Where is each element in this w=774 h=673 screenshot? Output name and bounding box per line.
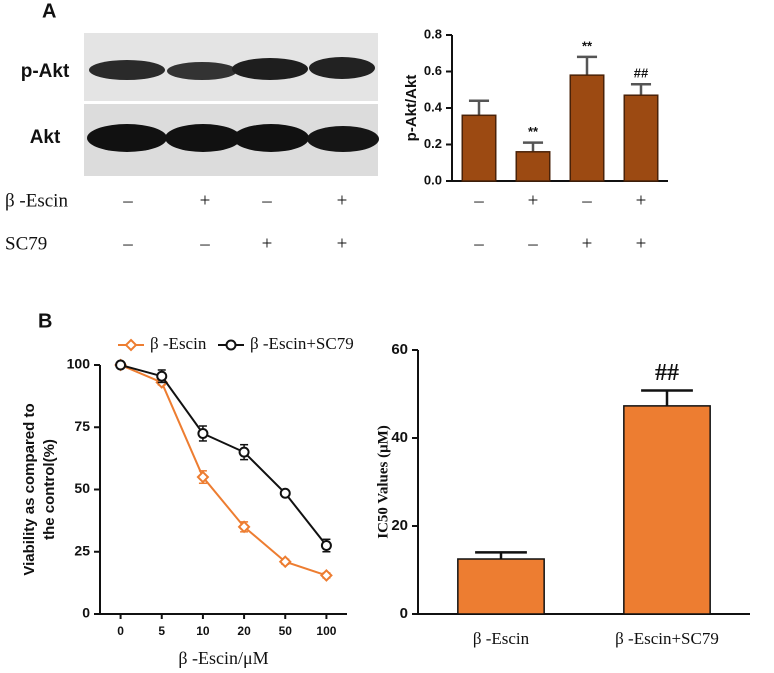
- y-tick-label: 100: [67, 356, 91, 372]
- x-tick-label: β -Escin: [473, 629, 530, 648]
- band: [233, 124, 309, 152]
- y-tick-label: 0: [400, 605, 408, 622]
- band: [232, 58, 308, 80]
- condition-sign: –: [122, 233, 133, 254]
- marker: [124, 338, 138, 352]
- condition-sign: –: [261, 190, 272, 211]
- y-axis-label: Viability as compared to: [21, 403, 38, 575]
- bar: [569, 74, 605, 182]
- x-tick-label: β -Escin+SC79: [615, 629, 719, 648]
- x-tick-label: 0: [117, 624, 124, 638]
- condition-sign: +: [582, 233, 593, 254]
- marker: [237, 520, 251, 534]
- marker: [156, 370, 168, 382]
- marker: [320, 540, 332, 552]
- y-tick-label: 20: [391, 517, 408, 534]
- condition-sign: +: [636, 190, 647, 211]
- band: [89, 60, 165, 80]
- y-tick-label: 0.8: [424, 26, 442, 41]
- marker: [278, 555, 292, 569]
- band-label: Akt: [30, 127, 61, 148]
- condition-sign: +: [337, 233, 348, 254]
- condition-sign: +: [636, 233, 647, 254]
- y-axis-label: the control(%): [41, 439, 58, 540]
- band: [165, 124, 241, 152]
- y-tick-label: 0.2: [424, 136, 442, 151]
- condition-sign: –: [581, 190, 592, 211]
- condition-sign: +: [262, 233, 273, 254]
- condition-sign: –: [473, 190, 484, 211]
- significance-mark: ##: [655, 360, 679, 386]
- marker: [196, 470, 210, 484]
- y-tick-label: 0.6: [424, 63, 442, 78]
- panel-label: B: [38, 310, 52, 332]
- band: [307, 126, 379, 152]
- condition-sign: –: [473, 233, 484, 254]
- bar: [515, 151, 551, 182]
- y-axis-label: p-Akt/Akt: [403, 75, 420, 142]
- line: [120, 364, 327, 577]
- condition-sign: +: [337, 190, 348, 211]
- y-tick-label: 0: [82, 605, 90, 621]
- band: [87, 124, 167, 152]
- bar: [461, 114, 497, 182]
- legend-label: β -Escin: [150, 334, 207, 353]
- x-tick-label: 5: [158, 624, 165, 638]
- condition-sign: –: [527, 233, 538, 254]
- condition-sign: –: [122, 190, 133, 211]
- bar: [623, 405, 711, 615]
- condition-sign: +: [528, 190, 539, 211]
- band: [167, 62, 237, 80]
- y-tick-label: 75: [74, 418, 90, 434]
- marker: [115, 359, 127, 371]
- band: [309, 57, 375, 79]
- y-tick-label: 0.0: [424, 172, 442, 187]
- significance-mark: **: [582, 38, 593, 53]
- significance-mark: **: [528, 124, 539, 139]
- x-tick-label: 10: [196, 624, 210, 638]
- y-tick-label: 25: [74, 542, 90, 558]
- significance-mark: ##: [634, 66, 649, 81]
- x-axis-label: β -Escin/μM: [178, 648, 268, 668]
- marker: [279, 487, 291, 499]
- x-tick-label: 100: [316, 624, 336, 638]
- condition-sign: –: [199, 233, 210, 254]
- marker: [225, 339, 237, 351]
- y-axis-label: IC50 Values (μM): [375, 425, 391, 539]
- band-label: p-Akt: [21, 61, 70, 82]
- condition-sign: +: [200, 190, 211, 211]
- marker: [197, 427, 209, 439]
- legend-label: β -Escin+SC79: [250, 334, 354, 353]
- y-tick-label: 50: [74, 480, 90, 496]
- bar: [457, 558, 545, 615]
- x-tick-label: 20: [237, 624, 251, 638]
- western-blot: p-Akt Akt: [21, 33, 379, 176]
- marker: [238, 446, 250, 458]
- y-tick-label: 40: [391, 429, 408, 446]
- condition-label: β -Escin: [5, 190, 68, 211]
- panel-label: A: [42, 0, 56, 22]
- marker: [320, 568, 333, 582]
- x-tick-label: 50: [279, 624, 293, 638]
- condition-label: SC79: [5, 233, 47, 254]
- y-tick-label: 60: [391, 341, 408, 358]
- bar: [623, 94, 659, 182]
- y-tick-label: 0.4: [424, 99, 443, 114]
- line: [120, 364, 328, 547]
